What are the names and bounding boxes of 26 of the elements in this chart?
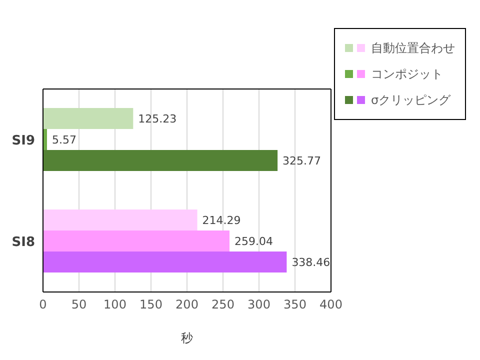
x-tick-label: 150: [140, 298, 162, 312]
bar: [43, 150, 278, 171]
data-label: 5.57: [52, 133, 77, 146]
x-tick-label: 250: [212, 298, 234, 312]
bar: [43, 252, 287, 272]
y-tick-label: SI8: [12, 234, 35, 250]
y-tick-label: SI9: [12, 133, 35, 148]
legend-label: コンポジット: [371, 66, 443, 82]
data-label: 125.23: [138, 112, 177, 126]
x-tick-label: 400: [320, 298, 342, 312]
x-tick-label: 0: [39, 298, 47, 312]
bar: [43, 108, 134, 129]
bar: [43, 210, 198, 230]
legend-label: σクリッピング: [371, 92, 451, 108]
bar: [43, 230, 230, 252]
x-axis-title: 秒: [181, 331, 193, 345]
x-tick-label: 350: [284, 298, 306, 312]
x-tick-label: 200: [176, 298, 198, 312]
data-label: 325.77: [282, 154, 322, 168]
data-label: 214.29: [202, 214, 241, 227]
x-tick-label: 50: [71, 298, 87, 312]
legend-label: 自動位置合わせ: [371, 40, 455, 56]
data-label: 259.04: [234, 234, 274, 248]
data-label: 338.46: [292, 256, 330, 269]
x-tick-label: 100: [104, 298, 126, 312]
x-tick-label: 300: [248, 298, 270, 312]
